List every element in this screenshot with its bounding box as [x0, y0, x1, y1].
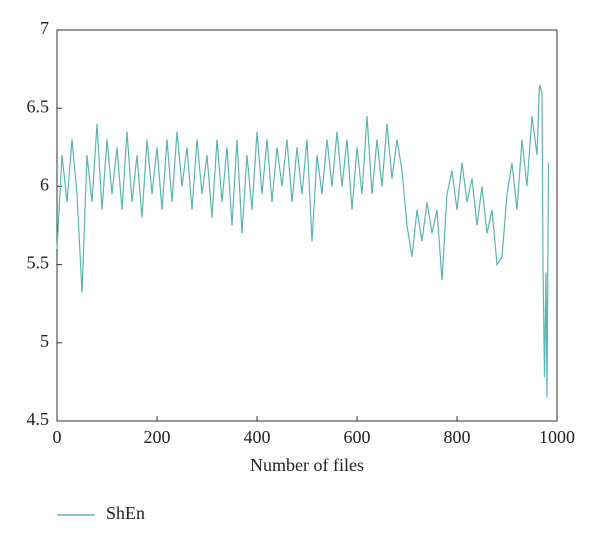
plot-frame — [56, 29, 558, 422]
x-tick-label: 0 — [53, 427, 62, 447]
y-tick-label: 5.5 — [27, 253, 50, 273]
x-tick-label: 200 — [144, 427, 171, 447]
y-tick-label: 7 — [40, 18, 49, 38]
y-tick-label: 6 — [40, 175, 49, 195]
x-tick-label: 400 — [244, 427, 271, 447]
y-tick-label: 4.5 — [27, 409, 50, 429]
data-line — [56, 84, 550, 398]
x-tick-label: 1000 — [539, 427, 575, 447]
x-tick-label: 800 — [444, 427, 471, 447]
y-tick-label: 5 — [40, 331, 49, 351]
y-tick-label: 6.5 — [27, 96, 50, 116]
x-tick-label: 600 — [344, 427, 371, 447]
x-axis-label: Number of files — [250, 455, 364, 475]
legend-label: ShEn — [106, 503, 145, 523]
